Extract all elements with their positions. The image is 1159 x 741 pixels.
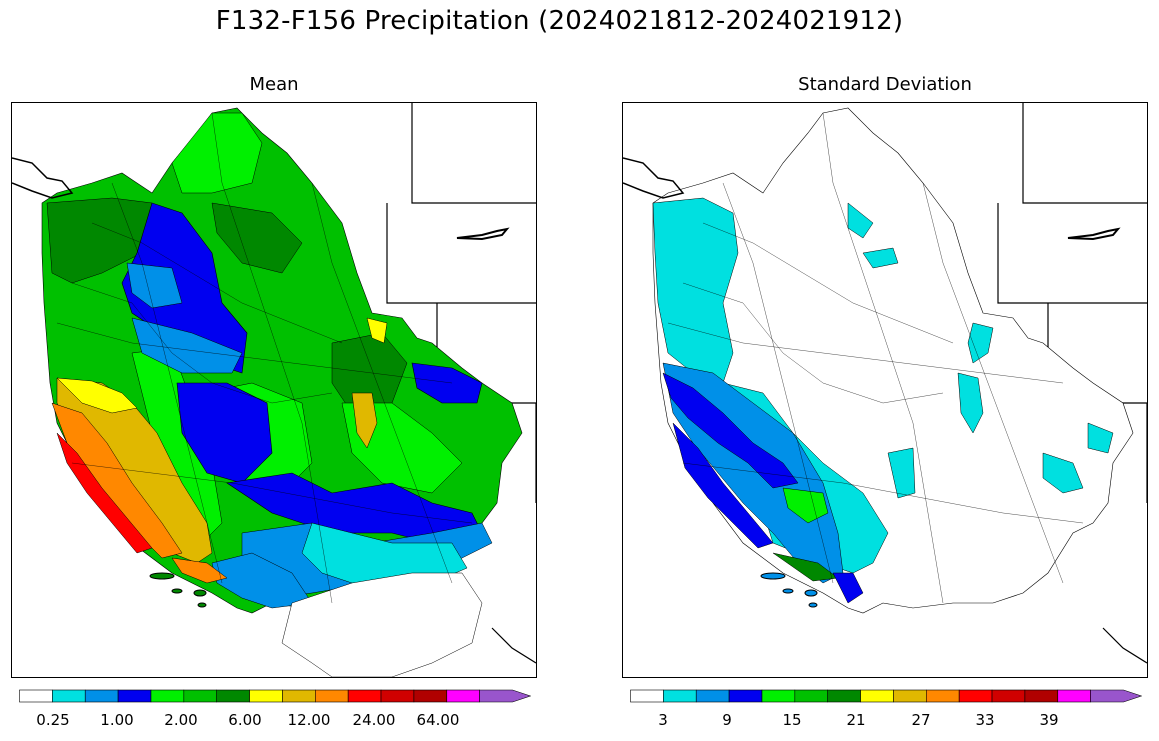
stddev-tick-label: 27 bbox=[911, 711, 931, 729]
colorbar-segment bbox=[630, 689, 664, 703]
stddev-colorbar bbox=[630, 689, 1142, 703]
colorbar-segment bbox=[1090, 689, 1142, 703]
colorbar-segment bbox=[150, 689, 185, 703]
colorbar-segment bbox=[728, 689, 763, 703]
colorbar-segment bbox=[663, 689, 697, 703]
colorbar-segment bbox=[860, 689, 894, 703]
colorbar-segment bbox=[347, 689, 382, 703]
colorbar-segment bbox=[446, 689, 480, 703]
mean-colorbar bbox=[19, 689, 531, 703]
mean-panel-title: Mean bbox=[249, 74, 299, 95]
colorbar-segment bbox=[958, 689, 993, 703]
mean-tick-label: 64.00 bbox=[416, 711, 460, 729]
colorbar-segment bbox=[1024, 689, 1059, 703]
mean-tick-label: 24.00 bbox=[352, 711, 396, 729]
mean-tick-label: 0.25 bbox=[36, 711, 70, 729]
stddev-tick-label: 3 bbox=[658, 711, 668, 729]
stddev-map bbox=[622, 102, 1148, 678]
colorbar-segment bbox=[84, 689, 119, 703]
stddev-tick-label: 39 bbox=[1039, 711, 1059, 729]
colorbar-segment bbox=[479, 689, 531, 703]
colorbar-segment bbox=[183, 689, 217, 703]
colorbar-segment bbox=[991, 689, 1026, 703]
colorbar-segment bbox=[380, 689, 415, 703]
colorbar-segment bbox=[761, 689, 796, 703]
stddev-panel-title: Standard Deviation bbox=[798, 74, 972, 95]
colorbar-segment bbox=[893, 689, 927, 703]
stddev-tick-label: 15 bbox=[782, 711, 802, 729]
colorbar-segment bbox=[695, 689, 730, 703]
colorbar-segment bbox=[827, 689, 861, 703]
mean-tick-label: 6.00 bbox=[228, 711, 262, 729]
mean-tick-label: 1.00 bbox=[100, 711, 134, 729]
colorbar-segment bbox=[282, 689, 316, 703]
colorbar-segment bbox=[216, 689, 250, 703]
stddev-tick-label: 33 bbox=[975, 711, 995, 729]
colorbar-segment bbox=[413, 689, 448, 703]
figure-title: F132-F156 Precipitation (2024021812-2024… bbox=[215, 6, 904, 36]
mean-map bbox=[11, 102, 537, 678]
colorbar-segment bbox=[925, 689, 960, 703]
colorbar-segment bbox=[249, 689, 283, 703]
colorbar-segment bbox=[794, 689, 828, 703]
colorbar-segment bbox=[19, 689, 53, 703]
colorbar-segment bbox=[1057, 689, 1091, 703]
colorbar-segment bbox=[314, 689, 349, 703]
mean-tick-label: 12.00 bbox=[287, 711, 331, 729]
colorbar-segment bbox=[52, 689, 86, 703]
mean-tick-label: 2.00 bbox=[164, 711, 198, 729]
stddev-tick-label: 21 bbox=[846, 711, 866, 729]
colorbar-segment bbox=[117, 689, 152, 703]
stddev-tick-label: 9 bbox=[722, 711, 732, 729]
